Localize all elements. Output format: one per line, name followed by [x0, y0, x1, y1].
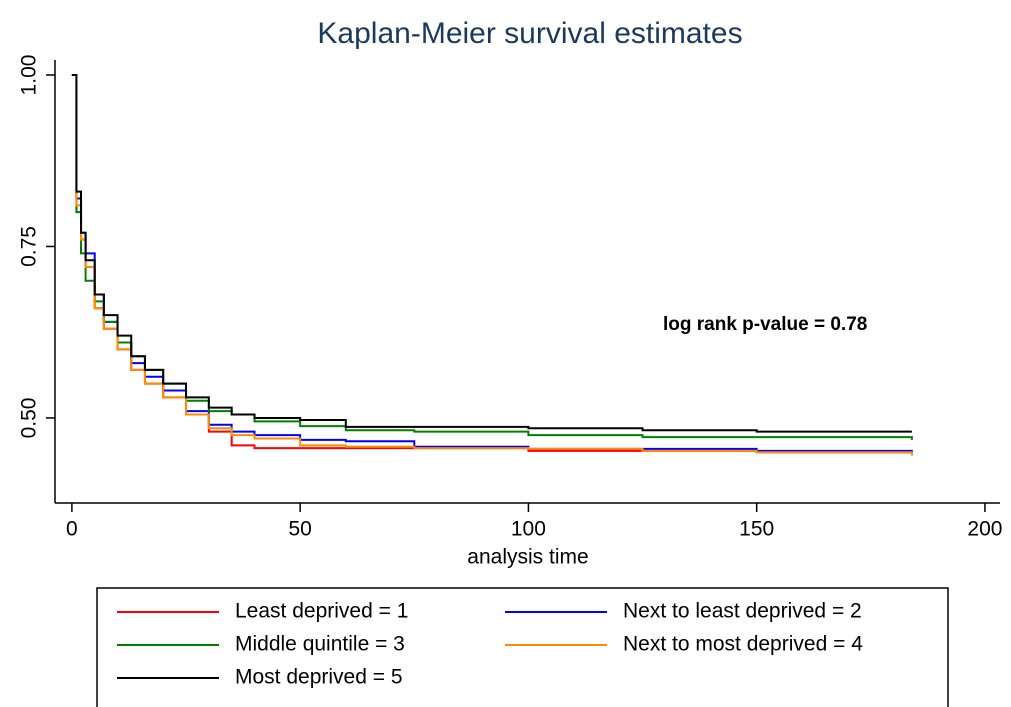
survival-curve — [71, 74, 912, 433]
x-tick-label: 100 — [511, 518, 546, 541]
legend-label: Next to most deprived = 4 — [623, 633, 863, 656]
x-tick-label: 200 — [967, 518, 1002, 541]
legend-label: Next to least deprived = 2 — [623, 600, 862, 623]
survival-curve — [71, 74, 913, 456]
x-tick-label: 50 — [288, 518, 311, 541]
x-tick-label: 0 — [66, 518, 78, 541]
legend-label: Middle quintile = 3 — [235, 633, 405, 656]
chart-title: Kaplan-Meier survival estimates — [317, 17, 742, 50]
x-tick-label: 150 — [739, 518, 774, 541]
survival-curve — [71, 74, 913, 453]
y-tick-label: 0.50 — [18, 398, 41, 439]
annotation: log rank p-value = 0.78 — [663, 314, 867, 335]
legend-box — [96, 587, 949, 707]
y-tick-label: 1.00 — [18, 55, 41, 96]
survival-curve — [71, 74, 913, 440]
legend-label: Most deprived = 5 — [235, 666, 403, 689]
x-axis-label: analysis time — [467, 546, 588, 569]
legend-label: Least deprived = 1 — [235, 600, 408, 623]
y-tick-label: 0.75 — [18, 226, 41, 267]
